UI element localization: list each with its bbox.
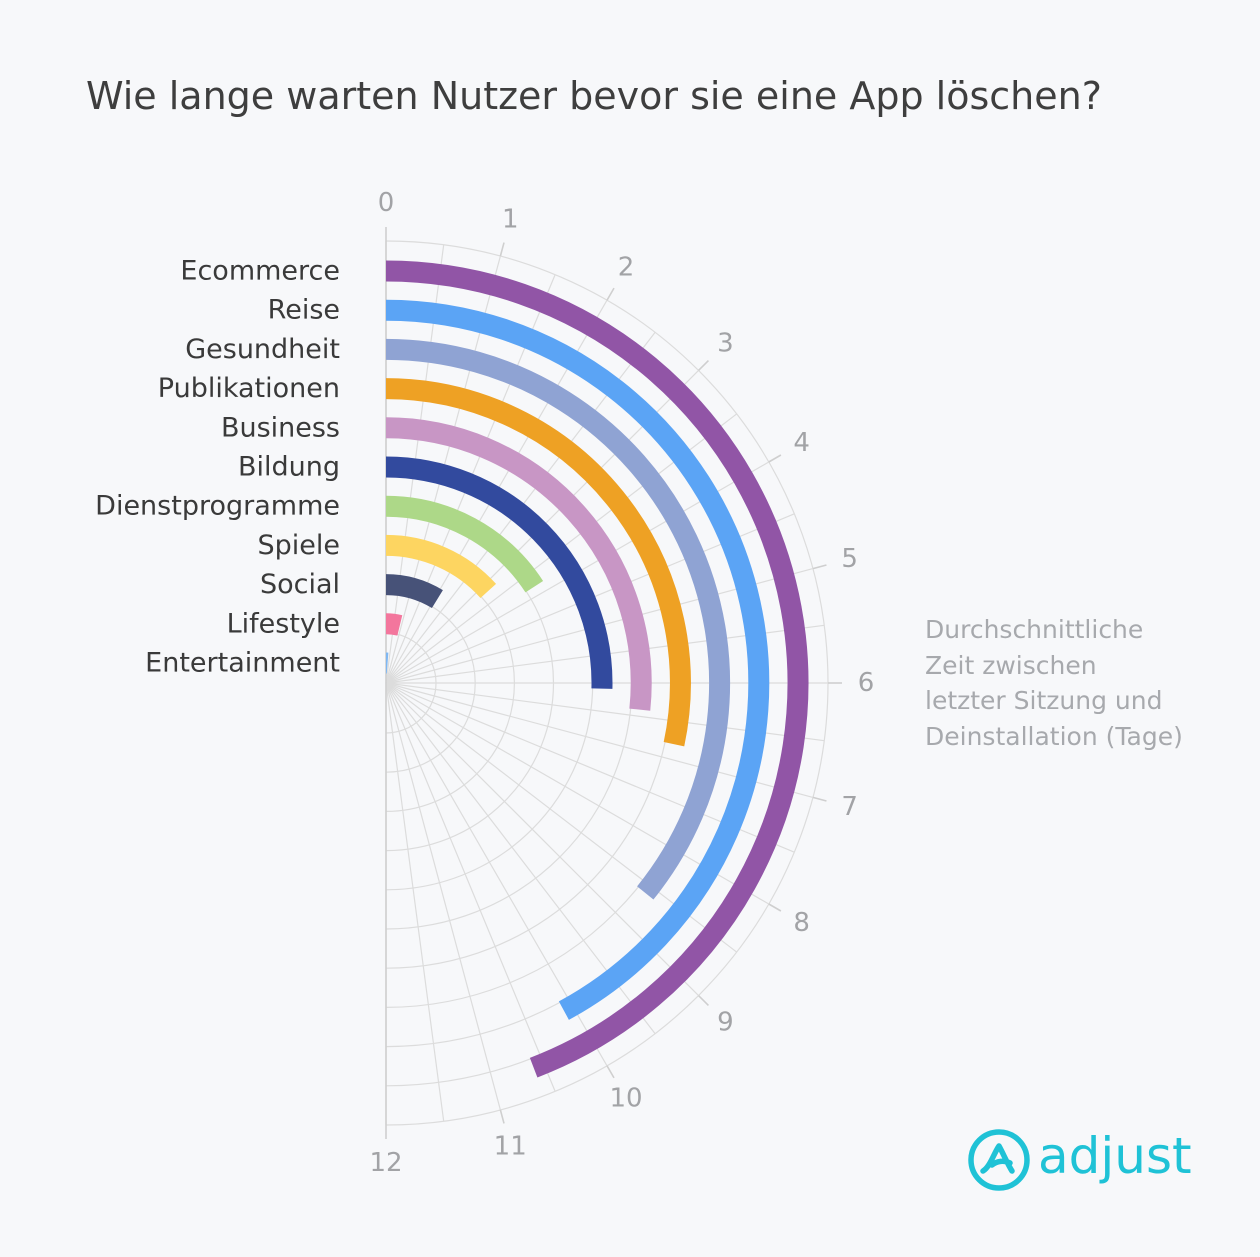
category-label: Gesundheit xyxy=(185,334,340,365)
tick-mark xyxy=(499,242,505,257)
adjust-logo: adjust xyxy=(966,1125,1192,1193)
tick-mark xyxy=(768,903,782,912)
tick-label: 4 xyxy=(793,428,810,458)
tick-label: 12 xyxy=(369,1148,402,1178)
category-label: Publikationen xyxy=(158,373,340,404)
bar-ecommerce xyxy=(385,260,809,1078)
category-label: Social xyxy=(260,569,340,600)
category-label: Dienstprogramme xyxy=(95,491,340,522)
tick-label: 0 xyxy=(378,188,395,218)
adjust-logo-wordmark: adjust xyxy=(1038,1127,1192,1185)
category-labels: Ecommerce Reise Gesundheit Publikationen Bus… xyxy=(95,256,340,679)
axis-description-line: Durchschnittliche xyxy=(925,615,1144,644)
axis-description-line: letzter Sitzung und xyxy=(925,686,1163,715)
tick-label: 9 xyxy=(717,1007,734,1037)
bar-reise xyxy=(385,299,770,1020)
category-label: Entertainment xyxy=(145,648,340,679)
tick-mark xyxy=(697,994,710,1007)
tick-label: 2 xyxy=(618,252,635,282)
tick-label: 1 xyxy=(502,204,519,234)
tick-mark xyxy=(697,359,710,372)
tick-label: 6 xyxy=(858,668,875,698)
tick-mark xyxy=(812,796,827,802)
axis-description-line: Zeit zwischen xyxy=(925,650,1097,680)
axis-description: Durchschnittliche Zeit zwischen letzter … xyxy=(925,612,1205,754)
grid-spoke xyxy=(385,682,501,1111)
bar-lifestyle xyxy=(385,613,403,636)
tick-label: 11 xyxy=(494,1132,527,1162)
tick-label: 3 xyxy=(717,329,734,359)
category-label: Business xyxy=(221,412,340,443)
bar-dienstprogramme xyxy=(385,495,544,593)
tick-mark xyxy=(812,564,827,570)
category-label: Spiele xyxy=(257,530,340,561)
grid-spoke xyxy=(385,682,445,1122)
grid-spoke xyxy=(385,682,556,1092)
tick-label: 8 xyxy=(793,908,810,938)
bar-bildung xyxy=(385,456,613,689)
chart-title: Wie lange warten Nutzer bevor sie eine A… xyxy=(86,74,1102,118)
category-label: Bildung xyxy=(238,452,340,483)
category-label: Reise xyxy=(268,295,340,326)
tick-mark xyxy=(606,1065,615,1079)
bars xyxy=(385,260,809,1078)
bar-gesundheit xyxy=(385,338,731,900)
adjust-logo-icon xyxy=(968,1129,1030,1191)
tick-label: 7 xyxy=(841,792,858,822)
bar-publikationen xyxy=(385,378,691,747)
category-label: Lifestyle xyxy=(227,608,340,639)
tick-label: 10 xyxy=(609,1084,642,1114)
tick-mark xyxy=(606,287,615,301)
bar-spiele xyxy=(385,534,497,599)
tick-mark xyxy=(499,1109,505,1124)
tick-mark xyxy=(768,454,782,463)
tick-label: 5 xyxy=(841,544,858,574)
bar-social xyxy=(385,574,443,609)
axis-description-line: Deinstallation (Tage) xyxy=(925,721,1183,751)
category-label: Ecommerce xyxy=(180,256,340,287)
bar-business xyxy=(385,417,652,711)
